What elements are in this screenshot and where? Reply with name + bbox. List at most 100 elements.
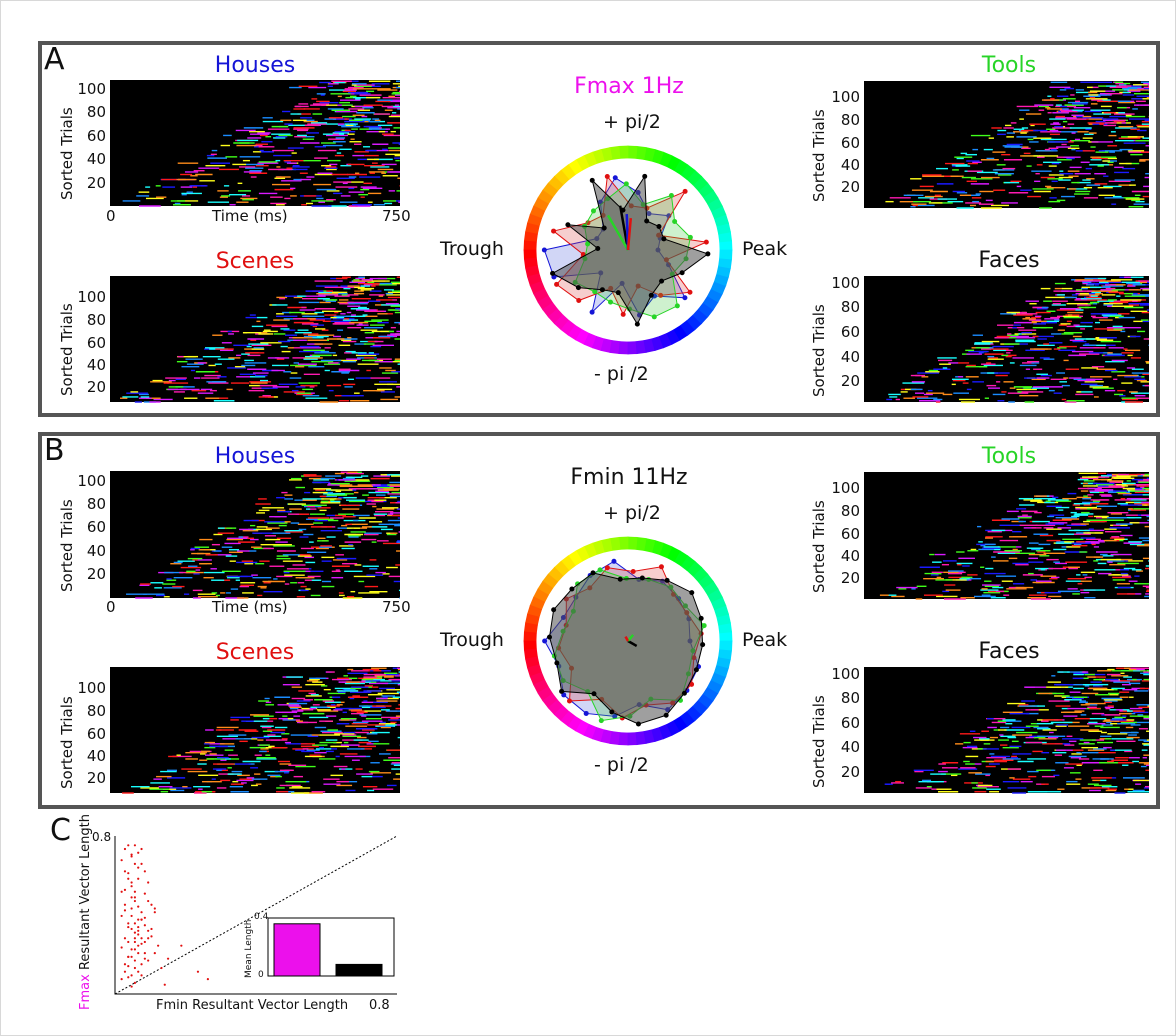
polar-title: Fmin 11Hz bbox=[570, 465, 688, 490]
inset-bar-chart bbox=[267, 917, 395, 977]
scatter-point bbox=[153, 907, 156, 910]
polar-point bbox=[612, 175, 618, 181]
polar-right-label: Peak bbox=[742, 629, 788, 651]
bar-fmin bbox=[335, 963, 383, 977]
scatter-point bbox=[137, 952, 140, 955]
raster-traces bbox=[126, 471, 400, 599]
y-tick: 60 bbox=[840, 525, 860, 543]
y-tick: 60 bbox=[86, 127, 106, 145]
y-tick: 80 bbox=[86, 311, 106, 329]
polar-point bbox=[595, 246, 601, 252]
scatter-point bbox=[137, 944, 140, 947]
y-tick: 60 bbox=[840, 323, 860, 341]
scatter-point bbox=[133, 931, 137, 934]
scatter-point bbox=[140, 918, 143, 921]
scatter-point bbox=[140, 974, 143, 977]
y-tick: 20 bbox=[86, 174, 106, 192]
scatter-point bbox=[130, 881, 133, 884]
scatter-point bbox=[130, 907, 133, 910]
polar-phase-ring-segment bbox=[618, 145, 629, 159]
polar-point bbox=[623, 181, 629, 187]
y-tick: 40 bbox=[840, 547, 860, 565]
polar-point bbox=[630, 568, 636, 574]
scatter-point bbox=[130, 896, 133, 899]
scatter-point bbox=[120, 978, 123, 981]
y-tick: 80 bbox=[840, 689, 860, 707]
faces-title: Faces bbox=[978, 248, 1040, 273]
scatter-point bbox=[123, 870, 127, 873]
resultant-vector bbox=[606, 214, 630, 251]
scatter-point bbox=[150, 903, 153, 906]
scatter-point bbox=[133, 896, 137, 899]
raster-plot bbox=[864, 667, 1149, 794]
polar-phase-ring-segment bbox=[719, 240, 733, 251]
y-tick: 20 bbox=[86, 378, 106, 396]
scatter-point bbox=[133, 844, 137, 847]
polar-phase-ring-segment bbox=[609, 731, 621, 746]
polar-point bbox=[659, 278, 665, 284]
scatter-point bbox=[133, 966, 137, 970]
polar-phase-ring-segment bbox=[718, 257, 733, 269]
y-tick: 60 bbox=[840, 134, 860, 152]
scatter-point bbox=[120, 890, 123, 893]
scatter-y-label-text: Resultant Vector Length bbox=[78, 814, 93, 971]
scatter-point bbox=[157, 944, 160, 947]
polar-point bbox=[576, 298, 582, 304]
tools-title: Tools bbox=[981, 53, 1037, 78]
y-tick: 100 bbox=[77, 472, 106, 490]
polar-plot-fmax bbox=[523, 145, 733, 355]
scatter-point bbox=[196, 970, 200, 973]
polar-top-label: + pi/2 bbox=[603, 502, 661, 524]
polar-bottom-label: - pi /2 bbox=[594, 754, 649, 776]
polar-point bbox=[559, 688, 565, 694]
bar-fmax bbox=[273, 923, 321, 977]
polar-point bbox=[658, 564, 664, 570]
polar-plot-fmin bbox=[523, 536, 733, 746]
polar-point bbox=[585, 241, 591, 247]
polar-point bbox=[693, 667, 699, 673]
polar-point bbox=[589, 177, 595, 183]
y-tick: 60 bbox=[840, 714, 860, 732]
polar-phase-ring-segment bbox=[523, 631, 537, 642]
y-tick: 60 bbox=[86, 725, 106, 743]
polar-phase-ring-segment bbox=[523, 231, 538, 243]
inset-y-label: Mean Length bbox=[244, 919, 254, 978]
scatter-point bbox=[140, 847, 143, 851]
resultant-vector bbox=[626, 218, 633, 251]
panel-c-letter: C bbox=[50, 813, 71, 848]
scatter-point bbox=[140, 937, 143, 940]
polar-point bbox=[663, 712, 669, 718]
polar-point bbox=[551, 228, 557, 234]
scatter-point bbox=[127, 872, 130, 875]
polar-point bbox=[703, 239, 709, 245]
inset-y-tick: 0.4 bbox=[254, 912, 269, 922]
scatter-point bbox=[137, 970, 140, 973]
panel-b bbox=[38, 432, 1160, 809]
scatter-x-label: Fmin Resultant Vector Length bbox=[156, 998, 349, 1013]
raster-traces bbox=[886, 276, 1149, 403]
y-tick: 100 bbox=[831, 274, 860, 292]
raster-plot bbox=[864, 276, 1149, 403]
polar-point bbox=[601, 225, 607, 231]
scatter-point bbox=[133, 890, 137, 893]
scatter-point bbox=[143, 870, 146, 873]
polar-point bbox=[634, 321, 640, 327]
scatter-point bbox=[147, 937, 150, 940]
scatter-point bbox=[140, 963, 143, 966]
polar-point bbox=[575, 285, 581, 291]
scatter-y-label: Fmax Resultant Vector Length bbox=[78, 814, 93, 1010]
scatter-y-label-prefix: Fmax bbox=[78, 974, 93, 1010]
polar-point bbox=[566, 698, 572, 704]
polar-point bbox=[599, 287, 605, 293]
raster-traces bbox=[884, 667, 1149, 794]
scatter-point bbox=[123, 903, 127, 906]
scatter-point bbox=[127, 844, 130, 847]
x-tick: 0 bbox=[106, 207, 116, 225]
y-tick: 100 bbox=[77, 679, 106, 697]
scatter-y-tick: 0.8 bbox=[92, 830, 112, 844]
scatter-point bbox=[137, 866, 140, 869]
scatter-point bbox=[160, 966, 163, 970]
x-tick: 750 bbox=[382, 598, 411, 616]
raster-plot bbox=[110, 80, 400, 207]
scenes-title: Scenes bbox=[215, 249, 295, 274]
